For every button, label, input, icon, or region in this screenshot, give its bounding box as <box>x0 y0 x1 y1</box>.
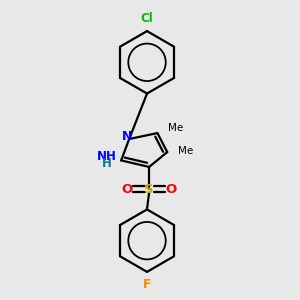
Text: O: O <box>121 183 132 196</box>
Text: N: N <box>122 130 132 143</box>
Text: H: H <box>102 158 112 170</box>
Text: NH: NH <box>97 150 117 163</box>
Text: O: O <box>166 183 177 196</box>
Text: Cl: Cl <box>141 12 153 25</box>
Text: F: F <box>143 278 151 291</box>
Text: S: S <box>144 183 154 196</box>
Text: Me: Me <box>168 123 183 133</box>
Text: Me: Me <box>178 146 193 156</box>
